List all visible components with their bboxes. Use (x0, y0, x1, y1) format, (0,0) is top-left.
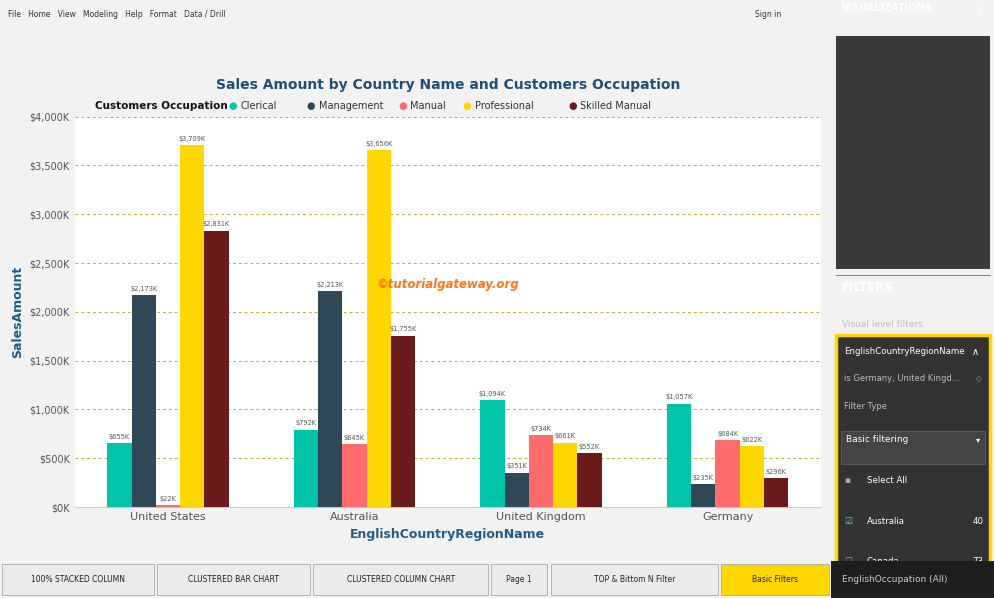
Text: TOP & Bittom N Filter: TOP & Bittom N Filter (593, 575, 674, 584)
Text: $1,755K: $1,755K (389, 327, 416, 332)
Text: ›: › (975, 3, 981, 17)
Text: $2,213K: $2,213K (316, 282, 344, 288)
Text: $734K: $734K (530, 426, 551, 432)
Text: Basic filtering: Basic filtering (845, 435, 908, 444)
Text: $3,709K: $3,709K (178, 136, 206, 142)
Y-axis label: SalesAmount: SalesAmount (11, 266, 24, 358)
Text: ●: ● (229, 102, 238, 111)
Text: FILTERS: FILTERS (842, 281, 893, 294)
FancyBboxPatch shape (157, 564, 309, 595)
Text: ●: ● (568, 102, 576, 111)
Text: $296K: $296K (764, 469, 786, 475)
Text: CLUSTERED COLUMN CHART: CLUSTERED COLUMN CHART (346, 575, 454, 584)
FancyBboxPatch shape (2, 564, 154, 595)
Text: $552K: $552K (579, 444, 599, 450)
Bar (715, 440, 739, 507)
Bar (342, 444, 366, 507)
Text: Canada: Canada (866, 557, 899, 566)
Text: Sign in: Sign in (754, 10, 780, 19)
Text: $2,831K: $2,831K (203, 221, 230, 227)
X-axis label: EnglishCountryRegionName: EnglishCountryRegionName (350, 527, 545, 541)
Bar (107, 443, 131, 507)
Text: $2,173K: $2,173K (130, 286, 157, 292)
Text: Professional: Professional (474, 102, 533, 111)
Bar (293, 430, 318, 507)
Text: VISUALIZATIONS: VISUALIZATIONS (842, 3, 932, 13)
Text: Customers Occupation: Customers Occupation (94, 102, 227, 111)
Text: $235K: $235K (692, 475, 713, 481)
Text: $645K: $645K (344, 435, 365, 441)
Bar (180, 145, 204, 507)
Text: ☐: ☐ (843, 557, 851, 566)
Bar (577, 453, 601, 507)
Bar (366, 150, 391, 507)
Bar (318, 291, 342, 507)
Text: Sales Amount by Country Name and Customers Occupation: Sales Amount by Country Name and Custome… (216, 78, 679, 91)
Text: Management: Management (318, 102, 383, 111)
Text: ◇: ◇ (975, 374, 981, 383)
Text: ▾: ▾ (975, 435, 979, 444)
Bar (666, 404, 691, 507)
Text: ●: ● (462, 102, 471, 111)
Text: ●: ● (398, 102, 407, 111)
FancyBboxPatch shape (313, 564, 487, 595)
Text: CLUSTERED BAR CHART: CLUSTERED BAR CHART (188, 575, 279, 584)
FancyBboxPatch shape (550, 564, 717, 595)
Bar (553, 443, 577, 507)
FancyBboxPatch shape (491, 564, 547, 595)
Text: ©tutorialgateway.org: ©tutorialgateway.org (376, 278, 519, 291)
Bar (204, 231, 229, 507)
Text: Basic Filters: Basic Filters (751, 575, 797, 584)
Text: Visual level filters: Visual level filters (842, 320, 922, 329)
FancyBboxPatch shape (721, 564, 828, 595)
Text: ∧: ∧ (970, 347, 977, 357)
Text: $792K: $792K (295, 420, 316, 426)
Bar (830, 561, 994, 598)
Text: ●: ● (306, 102, 315, 111)
Bar (156, 505, 180, 507)
Text: $655K: $655K (108, 434, 130, 440)
Text: 73: 73 (971, 557, 982, 566)
Text: ☑: ☑ (843, 517, 851, 526)
Text: Select All: Select All (866, 476, 907, 485)
Text: Clerical: Clerical (241, 102, 277, 111)
Bar (529, 435, 553, 507)
Text: Page 1: Page 1 (506, 575, 532, 584)
Text: $1,094K: $1,094K (478, 391, 506, 397)
Text: $684K: $684K (717, 431, 738, 437)
Bar (504, 473, 529, 507)
Bar (131, 295, 156, 507)
Text: $22K: $22K (159, 496, 176, 502)
Text: 40: 40 (971, 517, 982, 526)
Text: $661K: $661K (555, 433, 576, 439)
Bar (391, 335, 414, 507)
Text: EnglishCountryRegionName: EnglishCountryRegionName (843, 347, 963, 356)
FancyBboxPatch shape (835, 335, 989, 598)
Bar (763, 478, 787, 507)
Text: $3,656K: $3,656K (365, 141, 392, 147)
FancyBboxPatch shape (835, 36, 989, 269)
Text: 100% STACKED COLUMN: 100% STACKED COLUMN (31, 575, 125, 584)
Text: $622K: $622K (741, 437, 761, 443)
Text: EnglishOccupation (All): EnglishOccupation (All) (842, 575, 947, 584)
Text: $351K: $351K (506, 463, 527, 469)
Text: Filter Type: Filter Type (843, 402, 886, 411)
Bar (739, 446, 763, 507)
Text: is Germany, United Kingd...: is Germany, United Kingd... (843, 374, 958, 383)
Bar (480, 400, 504, 507)
Text: $1,057K: $1,057K (665, 395, 692, 401)
FancyBboxPatch shape (840, 431, 984, 464)
Text: File   Home   View   Modeling   Help   Format   Data / Drill: File Home View Modeling Help Format Data… (8, 10, 226, 19)
Text: Manual: Manual (410, 102, 445, 111)
Text: ▪: ▪ (843, 476, 849, 485)
Bar (691, 484, 715, 507)
Text: Australia: Australia (866, 517, 904, 526)
Text: Skilled Manual: Skilled Manual (580, 102, 650, 111)
